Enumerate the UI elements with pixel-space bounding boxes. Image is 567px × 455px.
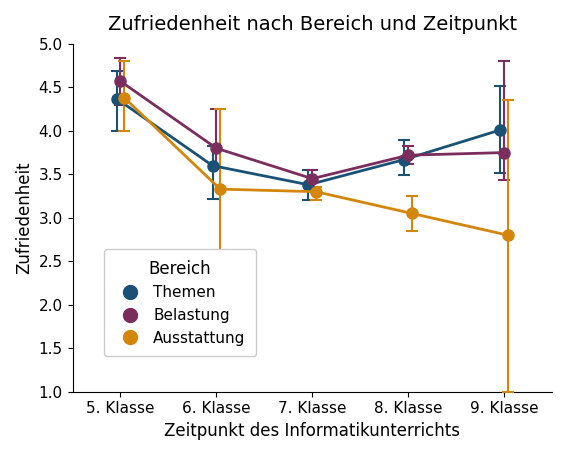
- Y-axis label: Zufriedenheit: Zufriedenheit: [15, 162, 33, 274]
- Legend: Themen, Belastung, Ausstattung: Themen, Belastung, Ausstattung: [104, 249, 256, 356]
- X-axis label: Zeitpunkt des Informatikunterrichts: Zeitpunkt des Informatikunterrichts: [164, 422, 460, 440]
- Title: Zufriedenheit nach Bereich und Zeitpunkt: Zufriedenheit nach Bereich und Zeitpunkt: [108, 15, 517, 34]
